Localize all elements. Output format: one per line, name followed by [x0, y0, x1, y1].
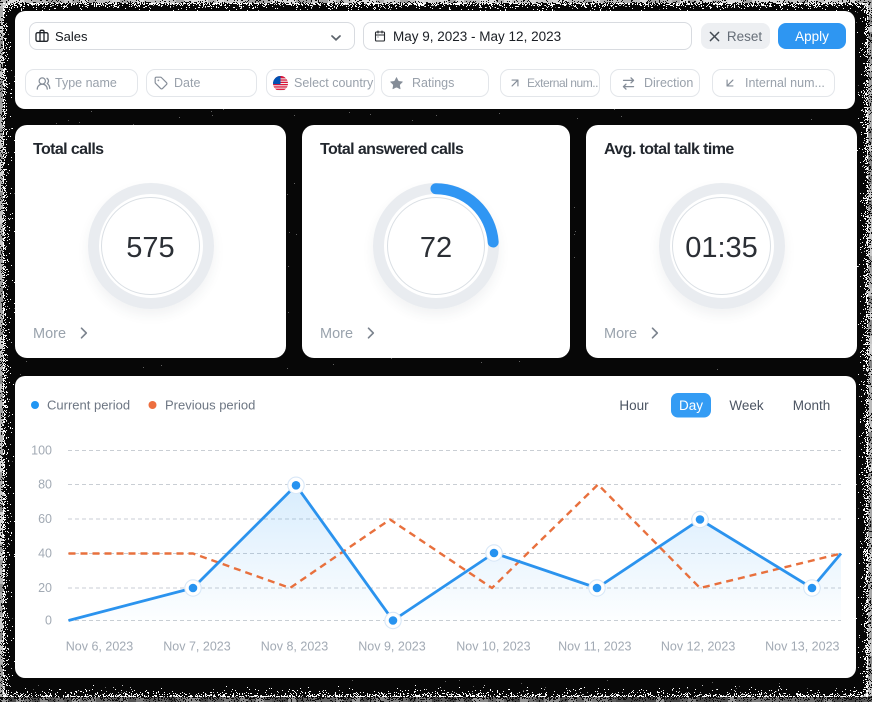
svg-text:0: 0: [45, 614, 52, 628]
svg-text:Week: Week: [729, 398, 764, 413]
svg-text:Nov 10, 2023: Nov 10, 2023: [456, 640, 530, 654]
svg-text:Nov 9, 2023: Nov 9, 2023: [358, 640, 425, 654]
svg-text:Nov 11, 2023: Nov 11, 2023: [558, 640, 631, 654]
svg-text:80: 80: [38, 478, 52, 492]
svg-text:Hour: Hour: [619, 398, 649, 413]
svg-text:Previous period: Previous period: [165, 398, 255, 413]
svg-text:60: 60: [38, 512, 52, 526]
svg-text:Current period: Current period: [47, 398, 130, 413]
svg-text:Nov 12, 2023: Nov 12, 2023: [661, 640, 735, 654]
svg-text:Nov 8, 2023: Nov 8, 2023: [261, 640, 328, 654]
svg-text:Nov 7, 2023: Nov 7, 2023: [163, 640, 230, 654]
svg-text:Month: Month: [793, 398, 831, 413]
svg-text:40: 40: [38, 547, 52, 561]
svg-text:20: 20: [38, 581, 52, 595]
svg-text:Nov 6, 2023: Nov 6, 2023: [66, 640, 133, 654]
svg-text:Nov 13, 2023: Nov 13, 2023: [765, 640, 839, 654]
svg-text:Day: Day: [679, 398, 703, 413]
svg-text:100: 100: [31, 444, 52, 458]
